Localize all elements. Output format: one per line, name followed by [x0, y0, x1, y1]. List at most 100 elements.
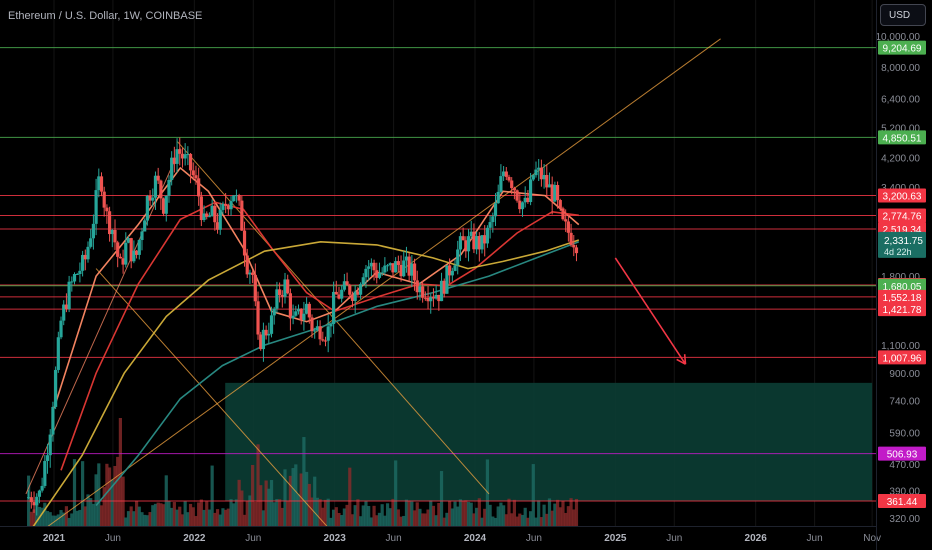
price-level-label: 1,421.78: [883, 305, 922, 316]
time-tick-label: Jun: [807, 533, 823, 544]
volume-bar: [385, 503, 390, 526]
candle-body: [110, 229, 114, 235]
volume-bar: [194, 516, 198, 526]
candle-body: [137, 240, 141, 255]
candle-body: [161, 198, 166, 214]
candle-body: [126, 238, 131, 243]
volume-bar: [348, 467, 352, 526]
candle-body: [288, 293, 293, 319]
candle-body: [375, 270, 379, 278]
candle-body: [361, 277, 365, 285]
projection-arrow-head: [676, 358, 686, 365]
volume-bar: [170, 507, 174, 526]
volume-bar: [210, 465, 214, 526]
time-tick-label: 2021: [43, 533, 66, 544]
candle-body: [51, 406, 55, 435]
volume-bar: [286, 501, 290, 526]
candle-body: [218, 209, 222, 230]
candle-body: [305, 303, 309, 314]
candle-body: [205, 213, 209, 217]
candle-body: [29, 497, 33, 503]
price-level-label-bg: [878, 302, 926, 317]
volume-bar: [107, 467, 112, 526]
candle-body: [547, 184, 552, 188]
volume-bar: [296, 494, 301, 526]
volume-bar: [456, 506, 460, 526]
candle-body: [291, 315, 295, 319]
candle-body: [64, 304, 69, 310]
candle-body: [564, 219, 568, 222]
candle-body: [43, 460, 47, 486]
volume-bar: [72, 459, 77, 526]
candle-body: [296, 308, 301, 312]
time-tick-label: 2024: [464, 533, 487, 544]
candle-body: [156, 175, 160, 181]
price-tick-label: 470.00: [889, 460, 920, 471]
candle-body: [170, 157, 174, 180]
candle-body: [215, 222, 220, 230]
price-tick-label: 390.00: [889, 486, 920, 497]
price-level-label-bg: [878, 208, 926, 223]
candle-body: [342, 281, 346, 290]
candle-body: [91, 223, 96, 239]
candle-body: [315, 326, 319, 331]
volume-bar: [175, 509, 179, 526]
volume-bar: [186, 512, 190, 526]
candle-body: [496, 191, 500, 204]
volume-bar: [153, 503, 158, 526]
volume-bar: [261, 510, 266, 526]
volume-bar: [507, 498, 511, 526]
price-tick-label: 4,200.00: [881, 153, 920, 164]
candle-body: [280, 295, 284, 297]
candle-body: [450, 270, 454, 276]
volume-bar: [564, 512, 568, 526]
time-tick-label: 2022: [183, 533, 206, 544]
volume-bar: [299, 473, 303, 526]
candle-body: [566, 221, 570, 233]
volume-bar: [116, 456, 120, 526]
volume-bar: [323, 499, 328, 526]
time-axis-separator: [0, 526, 876, 527]
candle-body: [464, 240, 468, 252]
volume-bar: [375, 515, 379, 526]
candle-body: [107, 211, 112, 235]
candle-body: [558, 200, 562, 209]
candle-body: [445, 265, 449, 294]
candle-body: [248, 272, 252, 275]
volume-bar: [437, 502, 441, 526]
volume-bar: [464, 500, 468, 526]
volume-bar: [180, 514, 185, 526]
candle-body: [251, 272, 255, 275]
candle-body: [574, 247, 579, 254]
candle-body: [499, 176, 503, 192]
projection-arrow: [614, 257, 687, 365]
volume-bar: [318, 499, 322, 526]
candle-body: [526, 197, 530, 203]
volume-bar: [491, 516, 495, 526]
candle-body: [124, 242, 128, 265]
candle-body: [385, 265, 390, 267]
candle-body: [167, 179, 171, 196]
volume-bar: [340, 515, 344, 526]
volume-bar: [226, 508, 230, 526]
candle-body: [572, 244, 576, 248]
candle-body: [129, 238, 133, 262]
time-tick-label: Jun: [245, 533, 261, 544]
candle-body: [334, 291, 338, 295]
volume-bar: [305, 471, 309, 526]
volume-bar: [234, 499, 239, 526]
volume-bar: [566, 506, 570, 526]
candle-body: [54, 369, 58, 407]
volume-bar: [253, 501, 257, 526]
candle-body: [153, 175, 158, 198]
volume-bar: [569, 498, 573, 526]
moving-average-line: [53, 166, 580, 409]
volume-bar: [307, 483, 311, 526]
candle-body: [383, 265, 387, 273]
volume-bar: [502, 505, 506, 526]
volume-bar: [272, 502, 276, 526]
candle-body: [321, 339, 325, 341]
currency-button[interactable]: USD: [880, 4, 926, 26]
volume-bar: [321, 507, 325, 526]
